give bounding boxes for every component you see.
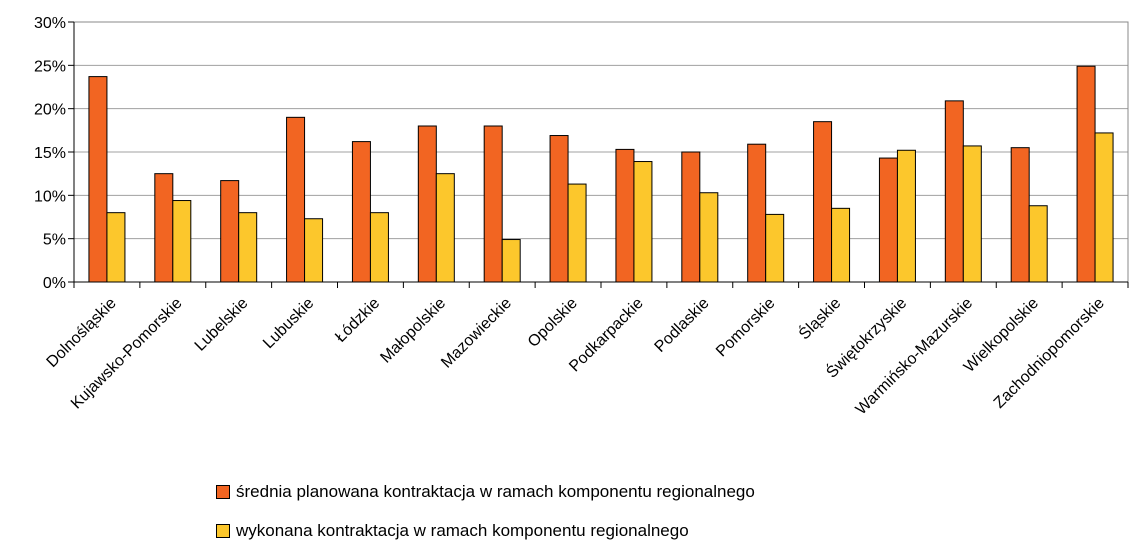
bar: [1028, 205, 1048, 283]
bar: [633, 161, 653, 283]
bar: [106, 212, 126, 283]
bar: [813, 121, 833, 283]
bar: [501, 239, 521, 283]
bar: [304, 218, 324, 283]
legend-swatch-executed: [216, 524, 230, 538]
y-tick-label: 15%: [34, 145, 66, 162]
bar: [435, 173, 455, 283]
legend-label-planned: średnia planowana kontraktacja w ramach …: [236, 482, 755, 501]
x-tick-label: Opolskie: [525, 295, 581, 351]
y-tick-label: 5%: [43, 232, 66, 249]
x-tick-label: Lubelskie: [192, 295, 252, 355]
x-tick-label: Mazowieckie: [438, 295, 515, 372]
bar: [483, 125, 503, 283]
bar: [1010, 147, 1030, 283]
x-tick-label: Podlaskie: [652, 295, 713, 356]
bar: [172, 200, 192, 283]
bar: [878, 157, 898, 283]
bar: [962, 145, 982, 283]
y-tick-label: 30%: [34, 15, 66, 32]
x-tick-label: Kujawsko-Pomorskie: [68, 295, 186, 413]
bar: [1094, 132, 1114, 283]
legend-swatch-planned: [216, 485, 230, 499]
y-tick-label: 0%: [43, 275, 66, 292]
bar: [369, 212, 389, 283]
x-tick-label: Warmińsko-Mazurskie: [853, 295, 977, 419]
y-axis: 0% 5% 10% 15% 20% 25% 30%: [34, 15, 75, 292]
bar: [1076, 65, 1096, 283]
bar: [944, 100, 964, 283]
bar: [351, 141, 371, 283]
x-tick-label: Małopolskie: [377, 295, 449, 367]
x-tick-label: Lubuskie: [260, 295, 317, 352]
bar: [681, 151, 701, 283]
x-tick-label: Śląskie: [794, 293, 844, 343]
bar: [567, 183, 587, 283]
legend-item-executed: wykonana kontraktacja w ramach komponent…: [216, 521, 689, 541]
bar: [286, 116, 306, 283]
bar: [831, 207, 851, 283]
y-tick-label: 25%: [34, 58, 66, 75]
y-tick-label: 10%: [34, 188, 66, 205]
bar: [220, 180, 240, 283]
x-tick-label: Pomorskie: [713, 295, 779, 361]
legend-label-executed: wykonana kontraktacja w ramach komponent…: [236, 521, 689, 540]
bar: [896, 149, 916, 283]
bar: [699, 192, 719, 283]
bar: [154, 173, 174, 283]
bar: [615, 148, 635, 283]
legend-item-planned: średnia planowana kontraktacja w ramach …: [216, 482, 755, 502]
bars: [88, 65, 1114, 283]
bar: [747, 143, 767, 283]
bar: [238, 212, 258, 283]
bar: [765, 213, 785, 283]
bar: [549, 135, 569, 283]
x-tick-label: Łódzkie: [332, 295, 383, 346]
bar: [88, 76, 108, 283]
y-tick-label: 20%: [34, 102, 66, 119]
x-tick-label: Zachodniopomorskie: [991, 295, 1108, 412]
bar: [417, 125, 437, 283]
